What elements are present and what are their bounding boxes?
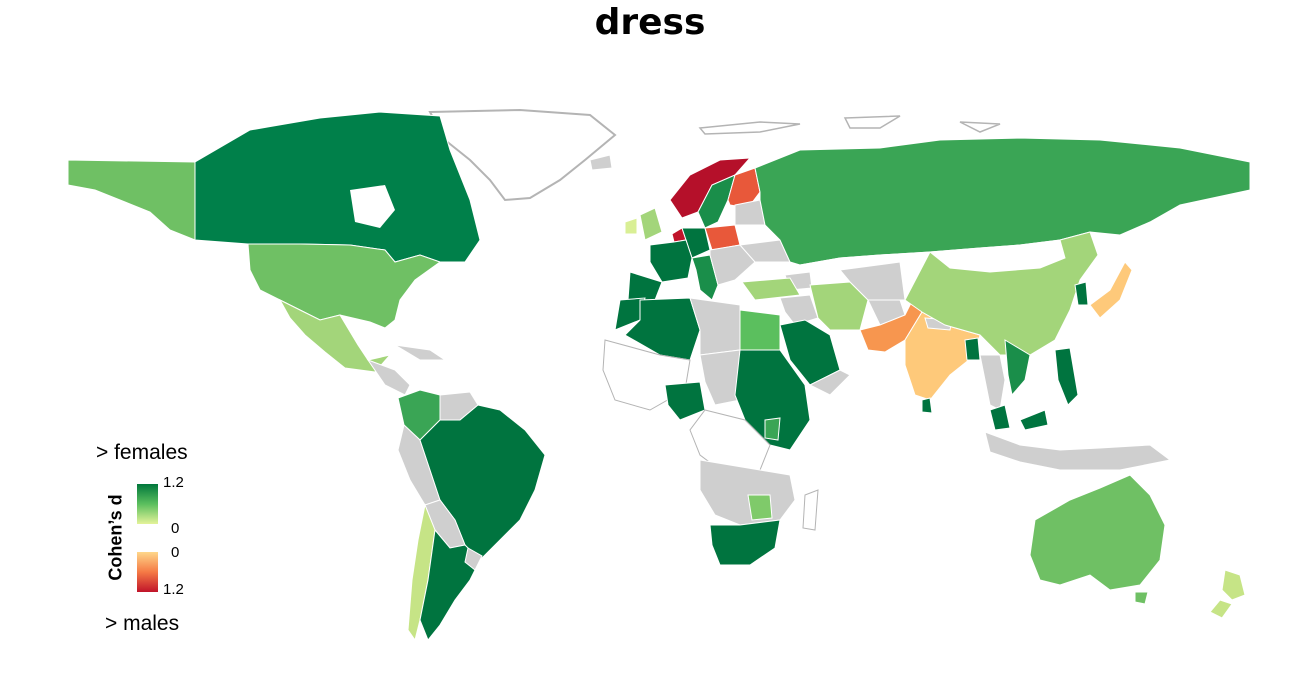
country-iceland bbox=[589, 154, 613, 171]
country-malaysia bbox=[989, 404, 1049, 431]
country-canada bbox=[194, 111, 481, 263]
country-myanmar-thailand bbox=[979, 354, 1006, 411]
country-vietnam bbox=[1004, 339, 1031, 397]
country-philippines bbox=[1054, 347, 1079, 406]
country-egypt bbox=[739, 309, 781, 351]
country-germany bbox=[681, 227, 711, 259]
country-japan bbox=[1089, 261, 1133, 319]
hudson-bay bbox=[350, 185, 395, 228]
country-nigeria bbox=[664, 381, 706, 421]
region-southern-africa bbox=[699, 459, 796, 526]
country-turkey bbox=[741, 277, 801, 301]
country-alaska bbox=[67, 159, 196, 241]
country-tasmania bbox=[1134, 591, 1149, 605]
legend-male-max-tick: 1.2 bbox=[163, 581, 184, 598]
country-kenya bbox=[764, 417, 781, 441]
country-zimbabwe bbox=[747, 494, 773, 521]
region-yemen-oman bbox=[808, 369, 851, 396]
country-south-africa bbox=[709, 519, 781, 566]
legend-bottom-label: > males bbox=[105, 612, 180, 635]
country-china bbox=[904, 231, 1099, 356]
country-uruguay bbox=[464, 547, 483, 571]
country-brazil bbox=[419, 404, 546, 561]
arctic-islands bbox=[698, 115, 1001, 135]
country-spain-portugal bbox=[627, 271, 663, 301]
legend-female-max-tick: 1.2 bbox=[163, 474, 184, 491]
map-title: dress bbox=[594, 2, 706, 43]
country-bangladesh bbox=[964, 337, 981, 361]
country-korea bbox=[1074, 281, 1089, 306]
country-france bbox=[649, 239, 693, 283]
country-ethiopia-sudan bbox=[734, 349, 811, 451]
legend-female-min-tick: 0 bbox=[171, 520, 180, 537]
legend-axis-label: Cohen’s d bbox=[105, 494, 126, 581]
legend-male-colorbar bbox=[137, 552, 158, 592]
country-chad-sudan bbox=[699, 349, 741, 406]
region-levant-iraq bbox=[779, 294, 819, 326]
country-uk bbox=[639, 207, 663, 241]
country-new-zealand bbox=[1209, 569, 1246, 619]
country-sri-lanka bbox=[921, 397, 933, 414]
country-australia bbox=[1029, 474, 1166, 591]
legend-top-label: > females bbox=[96, 441, 188, 464]
country-madagascar bbox=[802, 489, 819, 531]
legend-female-colorbar bbox=[137, 484, 158, 524]
country-argentina bbox=[419, 528, 481, 641]
region-caribbean bbox=[394, 344, 447, 361]
country-mexico bbox=[278, 298, 392, 373]
legend-male-min-tick: 0 bbox=[171, 544, 180, 561]
country-greenland bbox=[428, 108, 617, 202]
country-ireland bbox=[624, 217, 638, 235]
country-indonesia bbox=[984, 431, 1172, 471]
region-central-america bbox=[366, 358, 411, 396]
